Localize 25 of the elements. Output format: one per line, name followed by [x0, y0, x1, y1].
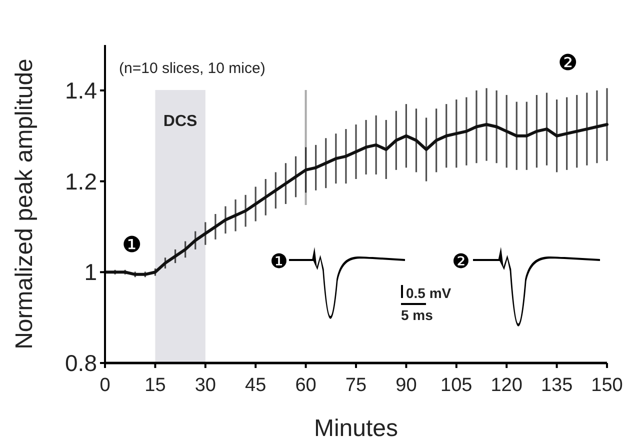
annotation: 5 ms — [401, 307, 434, 323]
annotation: 0.5 mV — [406, 285, 452, 301]
x-axis-title: Minutes — [314, 415, 398, 442]
x-tick-label: 135 — [540, 375, 573, 396]
x-tick-label: 105 — [440, 375, 472, 396]
x-tick-label: 45 — [245, 375, 266, 396]
x-tick-label: 75 — [345, 375, 367, 396]
y-tick-label: 0.8 — [65, 350, 97, 376]
x-tick-label: 90 — [396, 375, 417, 396]
x-tick-label: 150 — [591, 375, 623, 396]
y-tick-label: 1.2 — [65, 168, 97, 194]
x-tick-label: 60 — [295, 375, 316, 396]
x-tick-label: 30 — [194, 375, 216, 396]
annotation: ❷ — [452, 251, 470, 273]
y-tick-label: 1 — [84, 259, 97, 286]
annotation: ❶ — [270, 251, 288, 273]
x-tick-label: 120 — [490, 375, 522, 396]
annotation: ❷ — [558, 50, 578, 75]
x-tick-label: 15 — [144, 375, 166, 396]
y-axis-title: Normalized peak amplitude — [11, 58, 38, 350]
y-tick-label: 1.4 — [65, 77, 98, 104]
annotation: (n=10 slices, 10 mice) — [119, 60, 266, 77]
x-tick-label: 0 — [100, 375, 110, 396]
band-label: DCS — [163, 113, 198, 130]
annotation: ❶ — [122, 232, 142, 257]
